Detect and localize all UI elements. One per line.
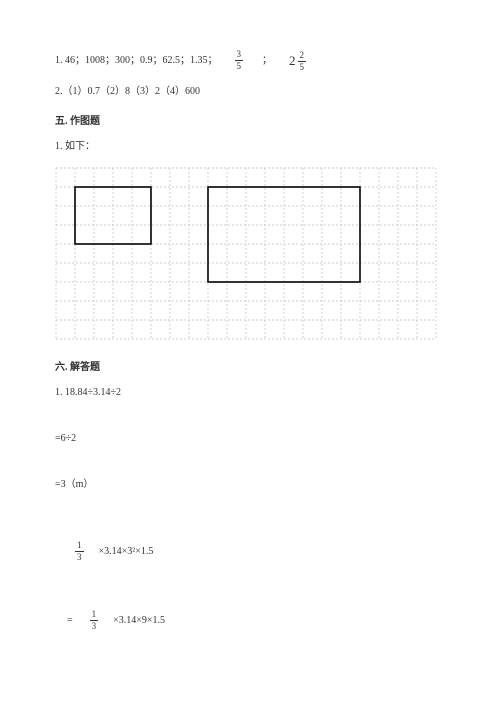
fraction-1-3-b: 1 3 [90, 610, 99, 631]
equation-5: = 1 3 ×3.14×9×1.5 [67, 610, 445, 631]
mixed-2-2-5: 2 2 5 [289, 50, 308, 72]
equation-4: 1 3 ×3.14×3²×1.5 [73, 541, 445, 562]
fraction-3-5: 3 5 [235, 50, 244, 71]
equation-1: 1. 18.84÷3.14÷2 [55, 385, 445, 401]
equation-2: =6÷2 [55, 431, 445, 447]
eq4-rest: ×3.14×3²×1.5 [99, 545, 154, 556]
fraction-1-3-a: 1 3 [75, 541, 84, 562]
eq5-rest: ×3.14×9×1.5 [113, 614, 165, 625]
equation-3: =3（m） [55, 477, 445, 493]
answer-line-1: 1. 46；1008；300；0.9；62.5；1.35； 3 5 ； 2 2 … [55, 50, 445, 72]
drawing-label: 1. 如下： [55, 139, 445, 155]
grid-figure [55, 167, 445, 340]
answer-line-2: 2.（1）0.7（2）8（3）2（4）600 [55, 84, 445, 100]
section-heading-5: 五. 作图题 [55, 112, 445, 127]
line1-text: 1. 46；1008；300；0.9；62.5；1.35； [55, 55, 218, 66]
separator: ； [262, 55, 272, 66]
eq5-eq: = [67, 614, 73, 625]
section-heading-6: 六. 解答题 [55, 358, 445, 373]
